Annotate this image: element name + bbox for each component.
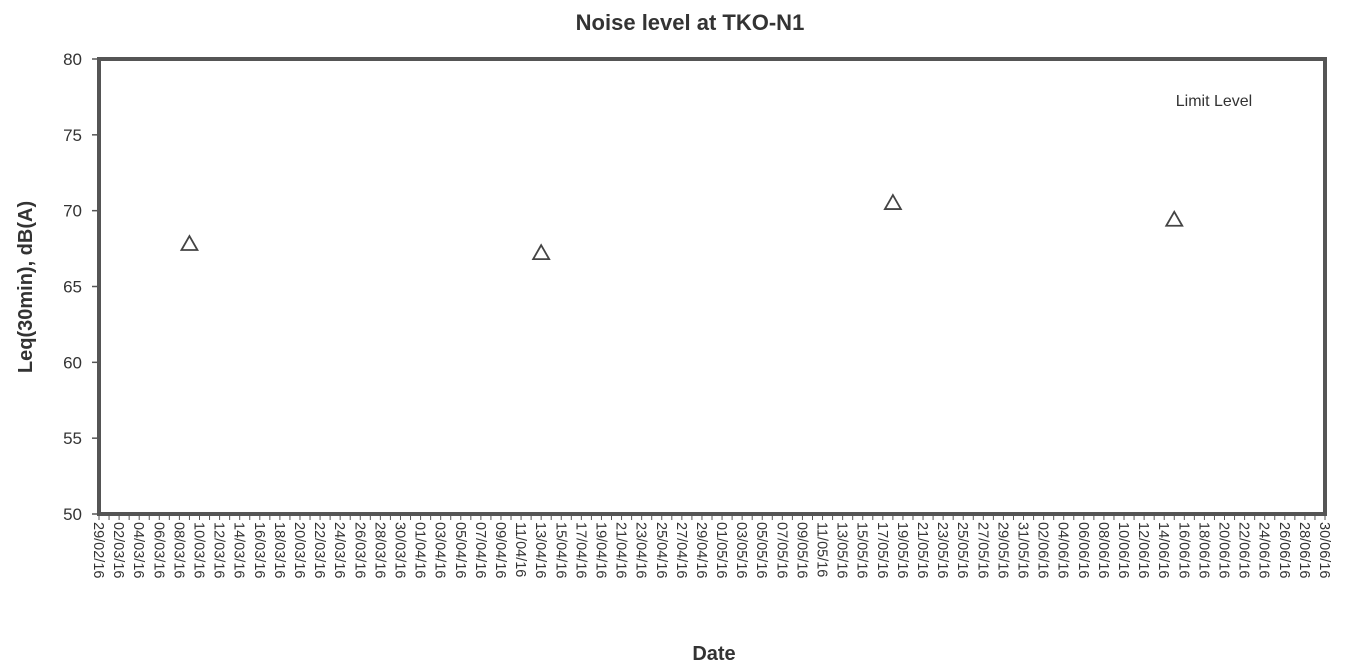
chart-title: Noise level at TKO-N1 <box>576 10 805 35</box>
x-tick-label: 20/06/16 <box>1216 522 1232 578</box>
x-tick-label: 13/05/16 <box>834 522 850 578</box>
x-tick-label: 30/06/16 <box>1316 522 1332 578</box>
x-tick-label: 26/06/16 <box>1276 522 1292 578</box>
plot-area <box>97 57 1327 516</box>
x-tick-label: 07/05/16 <box>773 522 789 578</box>
x-tick-label: 06/03/16 <box>150 522 166 578</box>
data-point-triangle <box>883 193 903 210</box>
x-tick-label: 05/05/16 <box>753 522 769 578</box>
y-tick-label: 55 <box>63 429 82 448</box>
x-tick-label: 31/05/16 <box>1015 522 1031 578</box>
data-point-triangle <box>179 234 199 251</box>
x-tick-label: 17/05/16 <box>874 522 890 578</box>
data-points <box>179 193 1184 261</box>
x-tick-label: 09/05/16 <box>793 522 809 578</box>
x-tick-label: 10/06/16 <box>1115 522 1131 578</box>
x-tick-label: 25/05/16 <box>954 522 970 578</box>
x-tick-label: 27/04/16 <box>673 522 689 578</box>
x-tick-label: 28/03/16 <box>371 522 387 578</box>
x-tick-label: 05/04/16 <box>452 522 468 578</box>
x-tick-label: 09/04/16 <box>492 522 508 578</box>
x-tick-label: 11/04/16 <box>512 522 528 577</box>
x-tick-label: 03/04/16 <box>432 522 448 578</box>
x-tick-label: 22/03/16 <box>311 522 327 578</box>
x-tick-label: 08/06/16 <box>1095 522 1111 578</box>
x-tick-label: 14/06/16 <box>1155 522 1171 578</box>
x-axis-label: Date <box>692 643 735 665</box>
x-tick-label: 12/03/16 <box>211 522 227 578</box>
limit-level-label: Limit Level <box>1176 93 1252 110</box>
x-tick-label: 25/04/16 <box>653 522 669 578</box>
x-tick-label: 19/04/16 <box>592 522 608 578</box>
x-tick-label: 03/05/16 <box>733 522 749 578</box>
y-tick-label: 75 <box>63 126 82 145</box>
data-point-triangle <box>1164 209 1184 227</box>
x-tick-label: 19/05/16 <box>894 522 910 578</box>
x-tick-label: 28/06/16 <box>1296 522 1312 578</box>
x-tick-label: 18/06/16 <box>1195 522 1211 578</box>
x-tick-label: 21/04/16 <box>613 522 629 578</box>
x-tick-label: 18/03/16 <box>271 522 287 578</box>
x-tick-label: 11/05/16 <box>814 522 830 577</box>
x-tick-label: 17/04/16 <box>572 522 588 578</box>
x-tick-label: 23/05/16 <box>934 522 950 578</box>
x-tick-label: 01/04/16 <box>412 522 428 578</box>
y-tick-label: 50 <box>63 505 82 524</box>
x-tick-label: 29/05/16 <box>994 522 1010 578</box>
x-tick-label: 26/03/16 <box>351 522 367 578</box>
x-tick-label: 10/03/16 <box>190 522 206 578</box>
x-axis: 29/02/16 02/03/16 04/03/16 06/03/16 08/03/16… <box>90 514 1332 578</box>
x-tick-label: 02/06/16 <box>1035 522 1051 578</box>
x-tick-label: 08/03/16 <box>170 522 186 578</box>
x-tick-label: 16/06/16 <box>1175 522 1191 578</box>
x-tick-label: 29/02/16 <box>90 522 106 578</box>
y-axis-label: Leq(30min), dB(A) <box>15 201 37 373</box>
x-tick-label: 12/06/16 <box>1135 522 1151 578</box>
x-tick-label: 06/06/16 <box>1075 522 1091 578</box>
x-tick-label: 04/06/16 <box>1055 522 1071 578</box>
x-tick-label: 27/05/16 <box>974 522 990 578</box>
x-tick-label: 15/05/16 <box>854 522 870 578</box>
x-tick-label: 02/03/16 <box>110 522 126 578</box>
y-tick-label: 60 <box>63 353 82 372</box>
x-tick-label: 20/03/16 <box>291 522 307 578</box>
x-tick-label: 04/03/16 <box>130 522 146 578</box>
x-tick-label: 01/05/16 <box>713 522 729 578</box>
data-point-triangle <box>531 243 551 261</box>
y-tick-label: 70 <box>63 202 82 221</box>
x-tick-label: 22/06/16 <box>1236 522 1252 578</box>
x-tick-label: 07/04/16 <box>472 522 488 578</box>
x-tick-label: 30/03/16 <box>391 522 407 578</box>
x-tick-label: 21/05/16 <box>914 522 930 578</box>
x-tick-label: 15/04/16 <box>552 522 568 578</box>
x-tick-label: 24/06/16 <box>1256 522 1272 578</box>
y-tick-label: 65 <box>63 278 82 297</box>
x-tick-label: 24/03/16 <box>331 522 347 578</box>
x-tick-label: 14/03/16 <box>231 522 247 578</box>
x-tick-label: 16/03/16 <box>251 522 267 578</box>
x-tick-label: 13/04/16 <box>532 522 548 578</box>
x-tick-label: 23/04/16 <box>633 522 649 578</box>
x-tick-label: 29/04/16 <box>693 522 709 578</box>
y-axis: 50 55 60 65 70 75 80 <box>63 50 99 524</box>
y-tick-label: 80 <box>63 50 82 69</box>
